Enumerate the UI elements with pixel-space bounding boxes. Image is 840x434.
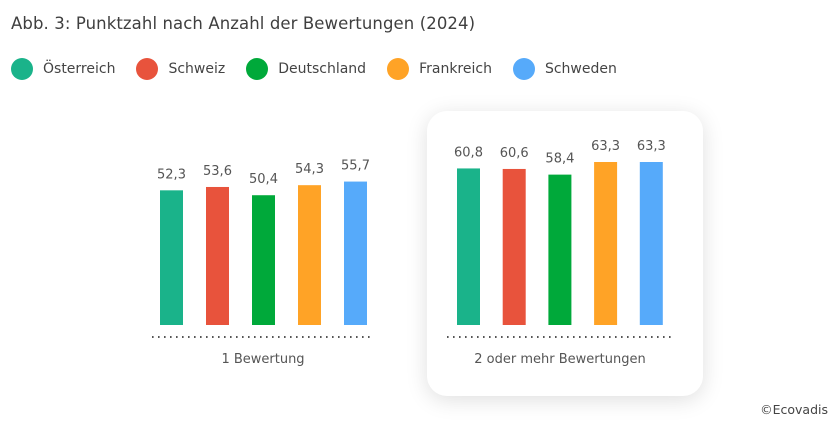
data-label: 53,6 bbox=[203, 164, 232, 179]
data-label: 50,4 bbox=[249, 172, 278, 187]
category-label: 2 oder mehr Bewertungen bbox=[474, 352, 645, 367]
bar-österreich-1 bbox=[160, 190, 183, 325]
legend-label: Deutschland bbox=[278, 61, 367, 77]
legend-swatch bbox=[11, 58, 33, 80]
data-label: 52,3 bbox=[157, 167, 186, 182]
legend: Österreich Schweiz Deutschland Frankreic… bbox=[11, 58, 638, 80]
bar-schweden-2 bbox=[639, 162, 663, 325]
legend-swatch bbox=[512, 58, 535, 80]
legend-label: Österreich bbox=[43, 61, 116, 77]
data-label: 55,7 bbox=[341, 159, 370, 174]
legend-item-schweden: Schweden bbox=[512, 58, 617, 80]
bar-schweiz-1 bbox=[206, 186, 229, 325]
legend-label: Schweden bbox=[544, 61, 617, 77]
bar-schweiz-2 bbox=[502, 168, 526, 325]
legend-swatch bbox=[387, 58, 410, 80]
bar-deutschland-2 bbox=[548, 174, 572, 325]
legend-label: Frankreich bbox=[419, 61, 492, 77]
data-label: 58,4 bbox=[545, 152, 574, 167]
legend-label: Schweiz bbox=[168, 61, 226, 77]
bar-schweden-1 bbox=[344, 181, 367, 325]
bar-deutschland-1 bbox=[252, 195, 275, 325]
data-label: 63,3 bbox=[637, 139, 666, 154]
legend-item-frankreich: Frankreich bbox=[387, 58, 492, 80]
data-label: 63,3 bbox=[591, 139, 620, 154]
bar-frankreich-1 bbox=[298, 185, 321, 325]
data-label: 54,3 bbox=[295, 162, 324, 177]
legend-swatch bbox=[136, 58, 159, 80]
legend-item-deutschland: Deutschland bbox=[246, 58, 366, 80]
source-credit: ©Ecovadis bbox=[760, 402, 828, 417]
data-label: 60,8 bbox=[454, 145, 483, 160]
legend-item-oesterreich: Österreich bbox=[11, 58, 115, 80]
bar-frankreich-2 bbox=[594, 162, 618, 325]
legend-item-schweiz: Schweiz bbox=[136, 58, 225, 80]
legend-swatch bbox=[246, 58, 269, 80]
chart-title: Abb. 3: Punktzahl nach Anzahl der Bewert… bbox=[11, 14, 476, 33]
data-label: 60,6 bbox=[500, 146, 529, 161]
category-label: 1 Bewertung bbox=[221, 352, 304, 367]
bar-österreich-2 bbox=[457, 168, 480, 325]
